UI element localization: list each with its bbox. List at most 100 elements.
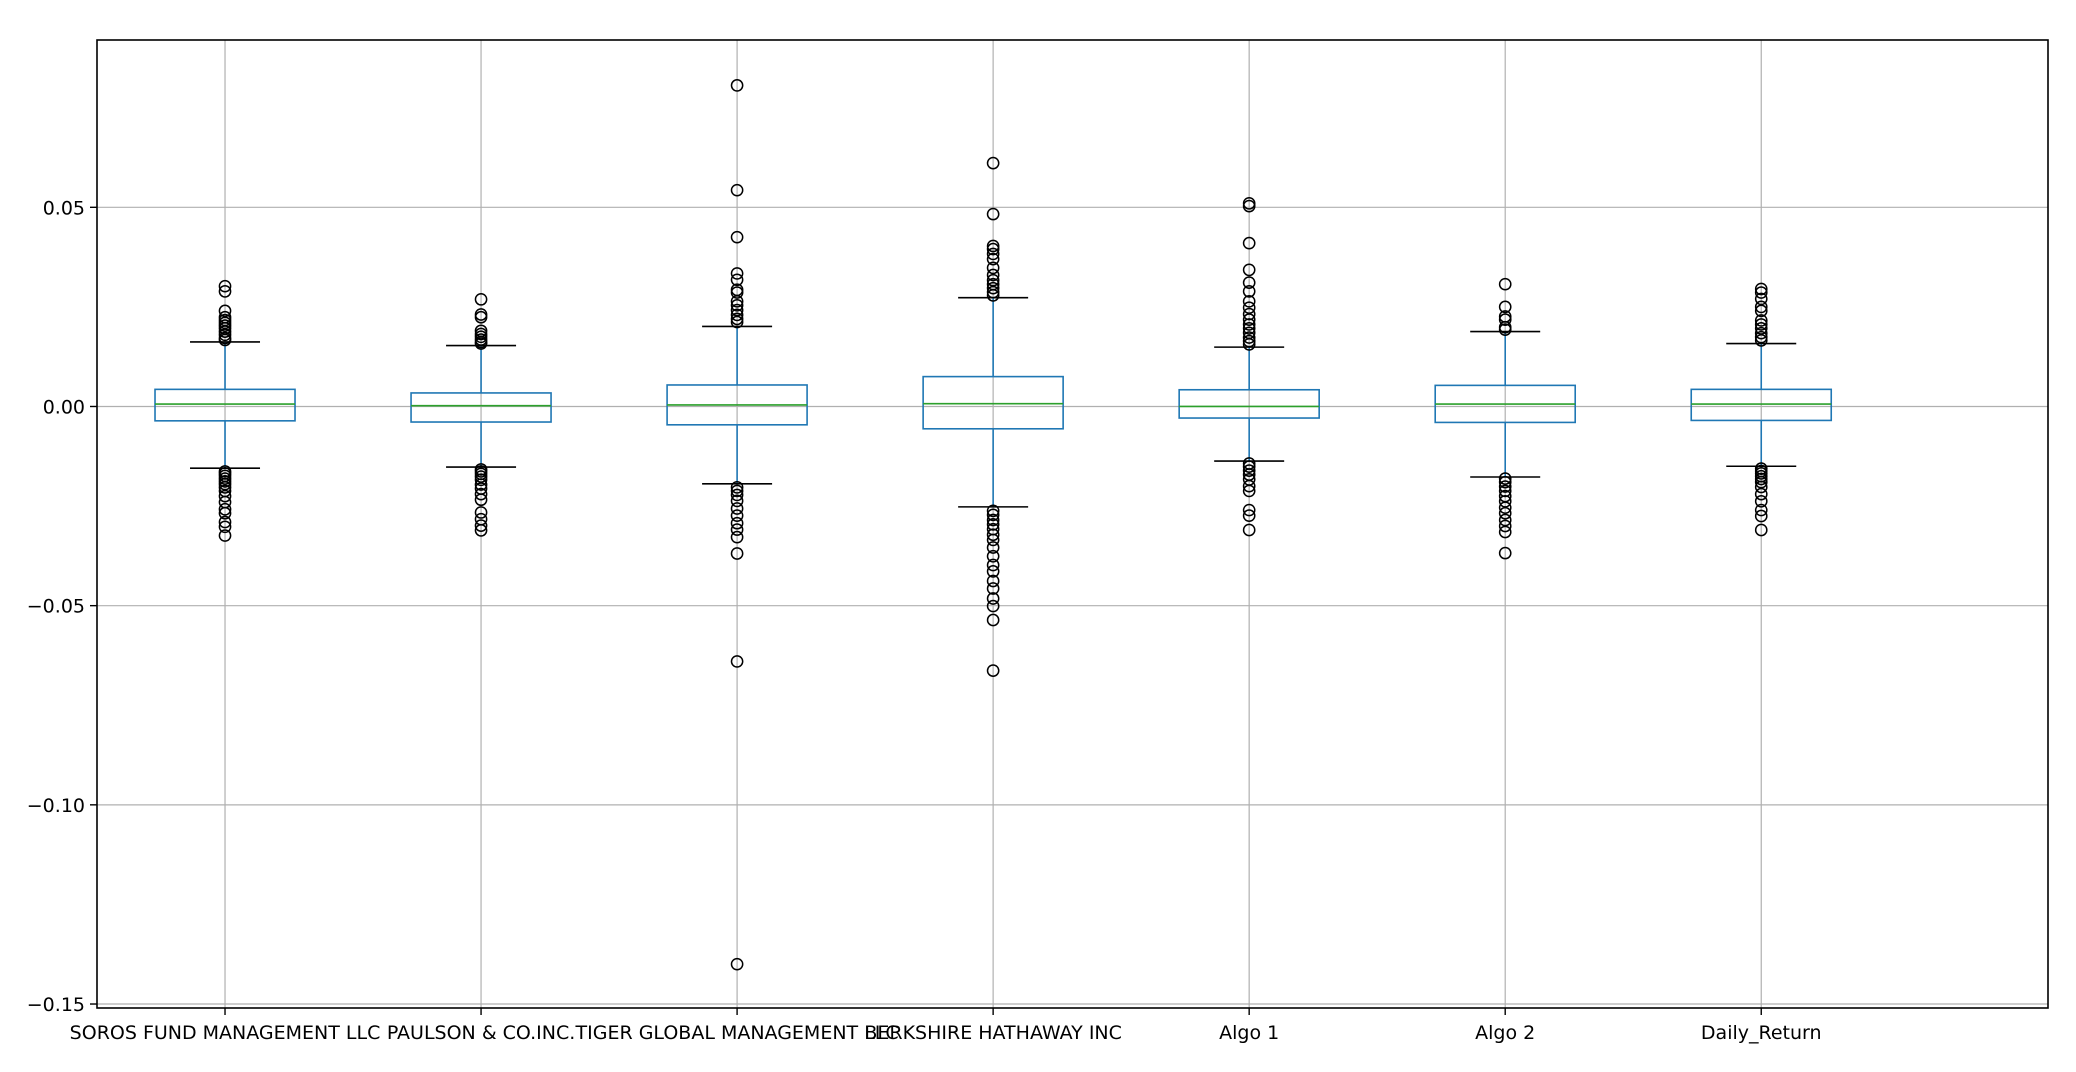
outlier-point — [1754, 282, 1768, 296]
outlier-point — [986, 252, 1000, 266]
outlier-point — [1242, 479, 1256, 493]
outlier-point — [730, 481, 744, 494]
outlier-point — [986, 288, 1000, 302]
outlier-point — [986, 541, 1000, 554]
box-0 — [154, 279, 296, 542]
outlier-point — [986, 285, 1000, 299]
outlier-point — [730, 79, 744, 92]
outlier-point — [986, 558, 1000, 572]
outlier-point — [730, 294, 744, 308]
outlier-point — [730, 494, 744, 508]
outlier-point — [1498, 494, 1512, 508]
outlier-point — [730, 315, 744, 329]
box-3 — [922, 156, 1064, 677]
outlier-point — [218, 477, 232, 491]
y-tick-label: 0.05 — [43, 197, 85, 219]
outlier-point — [1498, 277, 1512, 291]
outlier-point — [986, 599, 1000, 613]
outlier-point — [986, 268, 1000, 282]
outlier-point — [218, 328, 232, 342]
outlier-point — [1754, 523, 1768, 537]
outlier-point — [1754, 326, 1768, 340]
outlier-point — [986, 504, 1000, 518]
outlier-point — [1242, 334, 1256, 348]
outlier-point — [218, 481, 232, 494]
outlier-point — [474, 292, 488, 306]
outlier-point — [218, 279, 232, 293]
outlier-point — [986, 156, 1000, 170]
outlier-point — [1242, 313, 1256, 326]
x-axis-ticks: SOROS FUND MANAGEMENT LLC PAULSON & CO.IN… — [70, 1008, 1822, 1044]
iqr-box — [922, 375, 1064, 430]
outlier-point — [1242, 236, 1256, 250]
outlier-point — [1242, 460, 1256, 473]
outlier-point — [1754, 487, 1768, 501]
outlier-point — [1242, 484, 1256, 498]
outlier-point — [1242, 285, 1256, 298]
outlier-point — [218, 502, 232, 516]
outlier-point — [1754, 334, 1768, 347]
outlier-point — [986, 242, 1000, 256]
outlier-point — [1498, 475, 1512, 489]
outlier-point — [1242, 322, 1256, 335]
outlier-point — [1754, 304, 1768, 318]
outlier-point — [474, 310, 488, 324]
outlier-point — [1498, 323, 1512, 336]
outlier-point — [730, 488, 744, 502]
outlier-point — [986, 592, 1000, 605]
outlier-point — [986, 513, 1000, 527]
outlier-point — [986, 549, 1000, 563]
y-tick-label: −0.05 — [27, 596, 85, 618]
box-1 — [410, 292, 552, 537]
outlier-point — [218, 529, 232, 542]
outlier-point — [474, 478, 488, 491]
outlier-point — [986, 508, 1000, 522]
y-tick-label: 0.00 — [43, 396, 85, 418]
outlier-point — [730, 957, 744, 971]
outlier-point — [474, 493, 488, 507]
outlier-point — [218, 506, 232, 520]
x-tick-label: Algo 1 — [1219, 1022, 1279, 1044]
outlier-point — [986, 247, 1000, 261]
plot-frame — [96, 39, 2049, 1009]
outlier-point — [730, 502, 744, 515]
outlier-point — [986, 281, 1000, 295]
outlier-point — [986, 664, 1000, 677]
outlier-point — [1754, 300, 1768, 314]
outlier-point — [1242, 318, 1256, 331]
outlier-point — [986, 273, 1000, 287]
outlier-point — [730, 303, 744, 317]
outlier-point — [730, 308, 744, 322]
box-6 — [1690, 282, 1833, 537]
outlier-point — [986, 613, 1000, 627]
outlier-point — [474, 470, 488, 483]
outlier-point — [986, 533, 1000, 547]
box-series — [154, 79, 1833, 971]
outlier-point — [730, 516, 744, 530]
outlier-point — [1754, 480, 1768, 494]
outlier-point — [730, 484, 744, 498]
y-axis-ticks: 0.05 0.00 −0.05 −0.10 −0.15 — [27, 197, 97, 1016]
outlier-point — [730, 523, 744, 536]
outlier-point — [1498, 525, 1512, 539]
outlier-point — [730, 230, 744, 244]
outlier-point — [730, 509, 744, 522]
outlier-point — [1754, 322, 1768, 335]
outlier-point — [474, 506, 488, 519]
outlier-point — [474, 473, 488, 487]
x-tick-label: Algo 2 — [1475, 1022, 1535, 1044]
outlier-point — [986, 518, 1000, 531]
outlier-point — [986, 565, 1000, 578]
outlier-point — [730, 273, 744, 287]
outlier-point — [1754, 472, 1768, 486]
outlier-point — [218, 520, 232, 534]
outlier-point — [1242, 331, 1256, 344]
outlier-point — [1498, 546, 1512, 560]
outlier-point — [1242, 464, 1256, 477]
outlier-point — [218, 325, 232, 338]
outlier-point — [218, 489, 232, 503]
outlier-point — [1242, 276, 1256, 289]
iqr-box — [154, 388, 296, 422]
outlier-point — [1498, 472, 1512, 485]
